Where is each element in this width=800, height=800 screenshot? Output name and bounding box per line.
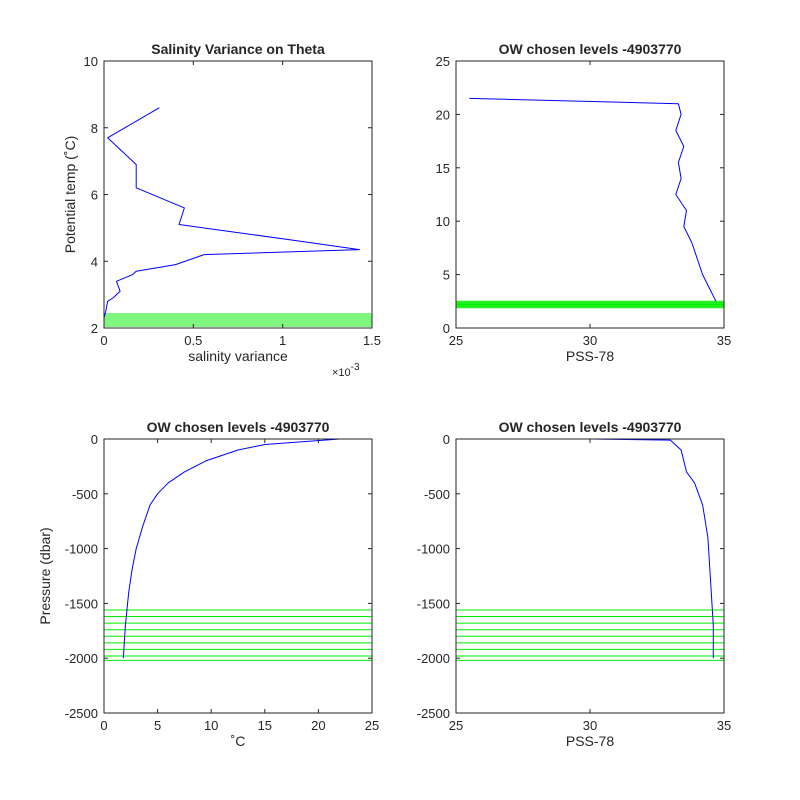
profile-series — [104, 107, 360, 319]
y-tick-label: -2000 — [65, 651, 98, 666]
x-axis-label: salinity variance — [188, 348, 288, 364]
y-tick-label: -500 — [424, 487, 450, 502]
x-tick-label: 15 — [258, 718, 272, 733]
x-axis-label: PSS-78 — [566, 348, 614, 364]
profile-line — [469, 439, 714, 659]
subplot-3: 0 5 10 15 20 25 -2500 -2000 -1500 -1000 -500 0 OW ch… — [37, 419, 379, 749]
x-tick-label: 30 — [583, 333, 597, 348]
axes-box — [103, 438, 373, 714]
y-tick-label: -1500 — [417, 596, 450, 611]
chart-title: Salinity Variance on Theta — [151, 41, 325, 57]
x-axis-label: ˚C — [231, 733, 246, 749]
subplot-4: 25 30 35 -2500 -2000 -1500 -1000 -500 0 OW chosen… — [417, 419, 731, 749]
y-axis-label: Potential temp (˚C) — [62, 136, 78, 253]
x-tick-label: 10 — [204, 718, 218, 733]
x-tick-label: 25 — [449, 333, 463, 348]
x-tick-label: 25 — [449, 718, 463, 733]
axes-box — [455, 438, 725, 714]
y-axis-label: Pressure (dbar) — [37, 527, 53, 624]
x-tick-label: 1 — [279, 333, 286, 348]
chosen-levels — [456, 300, 724, 309]
x-tick-label: 35 — [717, 333, 731, 348]
y-tick-label: -500 — [72, 487, 98, 502]
y-tick-label: -1000 — [65, 542, 98, 557]
y-tick-label: 6 — [91, 188, 98, 203]
x-exponent-label: ×10-3 — [332, 362, 360, 379]
y-tick-label: 25 — [436, 54, 450, 69]
x-tick-label: 20 — [311, 718, 325, 733]
profile-series — [469, 439, 714, 659]
x-tick-label: 35 — [717, 718, 731, 733]
x-exponent-base: ×10 — [332, 367, 351, 379]
profile-line — [104, 107, 360, 319]
x-tick-label: 30 — [583, 718, 597, 733]
y-tick-label: -2000 — [417, 651, 450, 666]
y-tick-label: -2500 — [417, 706, 450, 721]
y-tick-label: 0 — [443, 432, 450, 447]
y-tick-label: 10 — [84, 54, 98, 69]
chosen-levels — [104, 609, 372, 661]
x-tick-label: 25 — [365, 718, 379, 733]
y-tick-label: -1500 — [65, 596, 98, 611]
axes-box — [103, 60, 373, 329]
profile-series — [469, 97, 717, 302]
x-tick-label: 0 — [100, 333, 107, 348]
y-tick-label: 2 — [91, 321, 98, 336]
profile-line — [122, 439, 340, 659]
y-tick-label: -1000 — [417, 542, 450, 557]
y-tick-label: 0 — [91, 432, 98, 447]
x-exponent-power: -3 — [351, 362, 360, 373]
y-tick-label: 0 — [443, 321, 450, 336]
chart-title: OW chosen levels -4903770 — [499, 41, 682, 57]
chosen-levels — [104, 313, 372, 328]
y-tick-label: -2500 — [65, 706, 98, 721]
y-tick-label: 20 — [436, 107, 450, 122]
x-axis-label: PSS-78 — [566, 733, 614, 749]
y-tick-label: 8 — [91, 121, 98, 136]
y-tick-label: 5 — [443, 268, 450, 283]
subplot-2: 25 30 35 0 5 10 15 20 25 OW chosen levels -490377… — [436, 41, 732, 364]
x-tick-label: 5 — [154, 718, 161, 733]
x-tick-label: 1.5 — [363, 333, 381, 348]
x-tick-label: 0.5 — [184, 333, 202, 348]
profile-series — [122, 439, 340, 659]
y-tick-label: 15 — [436, 161, 450, 176]
subplot-1: 0 0.5 1 1.5 2 4 6 8 10 Salinity Variance on Theta… — [62, 41, 381, 379]
y-tick-label: 10 — [436, 214, 450, 229]
chart-title: OW chosen levels -4903770 — [147, 419, 330, 435]
profile-line — [469, 97, 717, 302]
chosen-levels — [456, 609, 724, 661]
y-tick-label: 4 — [91, 254, 98, 269]
x-tick-label: 0 — [100, 718, 107, 733]
chart-title: OW chosen levels -4903770 — [499, 419, 682, 435]
